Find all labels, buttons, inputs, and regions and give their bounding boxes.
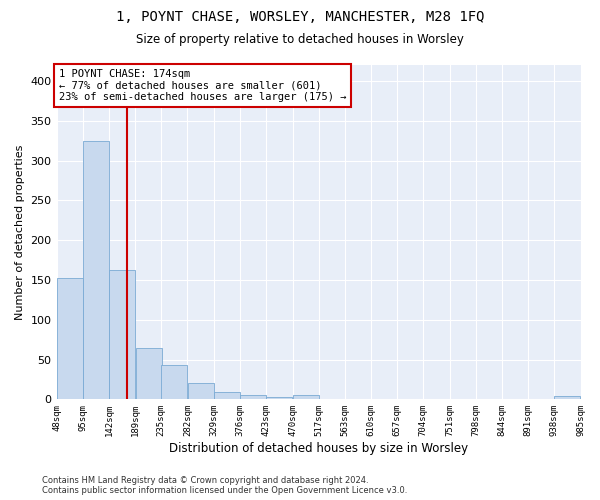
Text: 1, POYNT CHASE, WORSLEY, MANCHESTER, M28 1FQ: 1, POYNT CHASE, WORSLEY, MANCHESTER, M28… <box>116 10 484 24</box>
Y-axis label: Number of detached properties: Number of detached properties <box>15 144 25 320</box>
Text: Size of property relative to detached houses in Worsley: Size of property relative to detached ho… <box>136 32 464 46</box>
Text: 1 POYNT CHASE: 174sqm
← 77% of detached houses are smaller (601)
23% of semi-det: 1 POYNT CHASE: 174sqm ← 77% of detached … <box>59 69 346 102</box>
Bar <box>83 140 109 400</box>
Bar <box>554 396 580 400</box>
Bar <box>56 278 83 400</box>
Bar <box>188 384 214 400</box>
Text: Contains HM Land Registry data © Crown copyright and database right 2024.
Contai: Contains HM Land Registry data © Crown c… <box>42 476 407 495</box>
Bar <box>266 397 292 400</box>
X-axis label: Distribution of detached houses by size in Worsley: Distribution of detached houses by size … <box>169 442 468 455</box>
Bar <box>240 396 266 400</box>
Bar <box>109 270 135 400</box>
Bar <box>293 396 319 400</box>
Bar <box>136 348 161 400</box>
Bar <box>161 365 187 400</box>
Bar <box>214 392 240 400</box>
